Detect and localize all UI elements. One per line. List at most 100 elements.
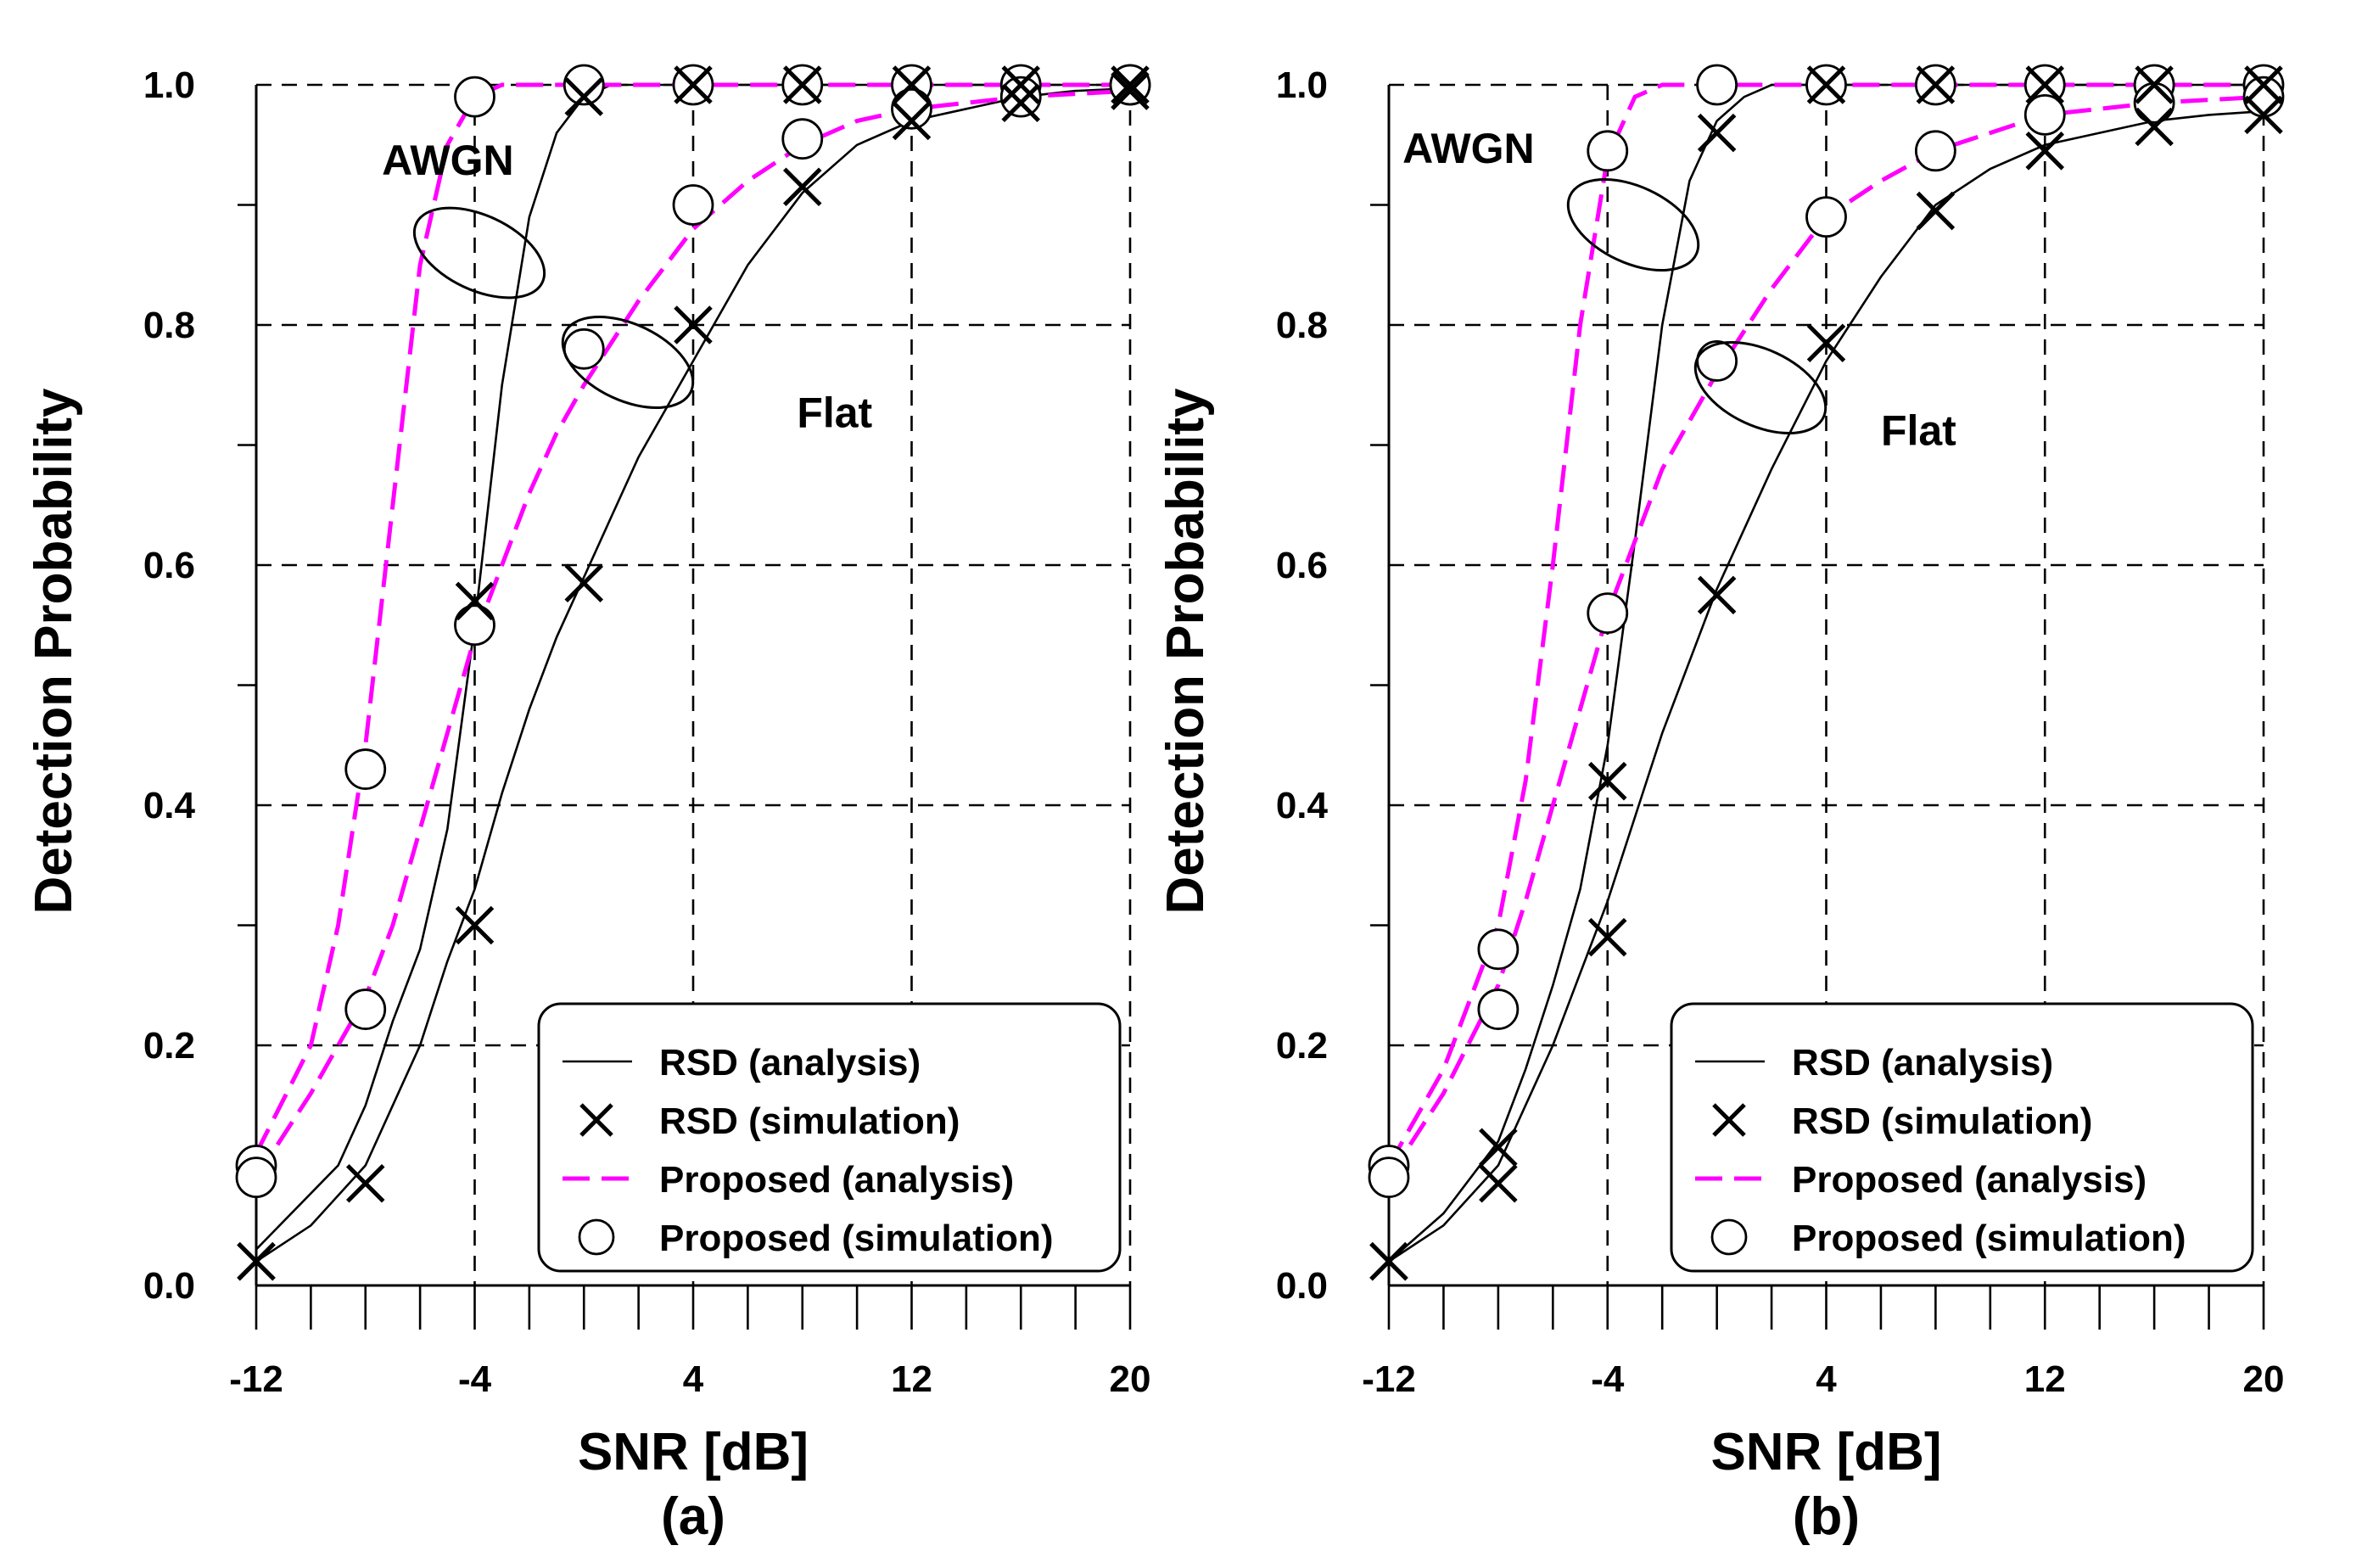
y-tick-label: 0.6 — [1276, 545, 1328, 586]
proposed-simulation-point-awgn — [344, 748, 387, 790]
legend-label: RSD (simulation) — [1792, 1100, 2092, 1142]
rsd-simulation-point-awgn — [2025, 65, 2065, 104]
y-tick-label: 0.0 — [1276, 1265, 1328, 1307]
proposed-simulation-point-flat — [891, 87, 932, 130]
rsd-simulation-point-flat — [892, 101, 932, 141]
legend-symbol-circle — [1710, 1218, 1748, 1256]
rsd-simulation-point-flat — [1001, 83, 1041, 122]
y-axis-title: Detection Probability — [25, 388, 83, 915]
y-tick-label: 1.0 — [143, 64, 195, 106]
proposed-simulation-point-flat — [1914, 130, 1956, 172]
proposed-simulation-point-flat — [1368, 1156, 1410, 1199]
proposed-simulation-point-flat — [1587, 592, 1629, 634]
y-tick-label: 0.2 — [143, 1025, 195, 1067]
y-tick-label: 0.8 — [143, 305, 195, 346]
rsd-simulation-point-flat — [455, 905, 495, 945]
rsd-simulation-point-flat — [237, 1241, 276, 1281]
rsd-simulation-point-awgn — [892, 65, 932, 104]
y-tick-label: 0.4 — [143, 785, 196, 826]
rsd-simulation-point-awgn — [564, 77, 604, 116]
x-tick-label: 4 — [1816, 1358, 1837, 1400]
legend-label: RSD (simulation) — [659, 1100, 960, 1142]
panel-label: (a) — [661, 1487, 725, 1546]
annotation-flat: Flat — [1881, 407, 1956, 455]
legend-box — [1670, 1002, 2254, 1273]
rsd-simulation-point-awgn — [1916, 65, 1956, 104]
proposed-simulation-point-flat — [1805, 196, 1847, 238]
rsd-simulation-point-awgn — [455, 581, 495, 621]
rsd-simulation-point-awgn — [1587, 761, 1627, 801]
legend-label: Proposed (simulation) — [659, 1218, 1053, 1259]
rsd-simulation-point-flat — [1479, 1163, 1518, 1203]
proposed-simulation-point-flat — [344, 988, 387, 1030]
proposed-simulation-point-awgn — [1477, 928, 1520, 971]
x-tick-label: -12 — [1362, 1358, 1416, 1400]
y-tick-label: 0.0 — [143, 1265, 195, 1307]
rsd-simulation-point-flat — [782, 167, 822, 207]
proposed-simulation-point-awgn — [1696, 64, 1738, 106]
panel-b: -12 -4 4 12 20 0.0 0.2 0.4 0.6 0.8 1.0 SNR [dB] Dete… — [1156, 64, 2284, 1546]
x-tick-label: 20 — [1110, 1358, 1151, 1400]
rsd-simulation-point-awgn — [2135, 65, 2174, 104]
rsd-simulation-point-awgn — [1111, 65, 1150, 104]
annotation-flat: Flat — [797, 389, 872, 436]
proposed-simulation-point-awgn — [454, 76, 495, 118]
rsd-simulation-point-flat — [2025, 132, 2065, 171]
y-tick-label: 0.8 — [1276, 305, 1328, 346]
rsd-simulation-point-flat — [2135, 107, 2174, 147]
proposed-analysis-line-flat — [1386, 94, 2264, 1179]
legend-box — [537, 1002, 1122, 1273]
panel-a: -12 -4 4 12 20 0.0 0.2 0.4 0.6 0.8 1.0 SNR [dB] Dete… — [25, 64, 1150, 1546]
proposed-simulation-point-flat — [781, 118, 824, 160]
rsd-simulation-point-awgn — [1806, 65, 1846, 104]
rsd-simulation-point-flat — [1806, 323, 1846, 362]
rsd-simulation-point-flat — [1587, 917, 1627, 957]
proposed-analysis-line-flat — [254, 88, 1131, 1179]
rsd-simulation-point-awgn — [1001, 65, 1041, 104]
awgn-group-ellipse — [1566, 177, 1700, 272]
rsd-simulation-point-flat — [1369, 1241, 1408, 1281]
rsd-simulation-point-awgn — [674, 65, 713, 104]
legend-symbol-cross — [579, 1103, 613, 1137]
rsd-simulation-point-flat — [1111, 71, 1150, 110]
rsd-simulation-point-flat — [345, 1163, 385, 1203]
proposed-simulation-point-flat — [1477, 988, 1520, 1030]
legend-label: RSD (analysis) — [1792, 1042, 2053, 1084]
rsd-analysis-line-flat — [255, 87, 1131, 1263]
x-tick-label: 12 — [2024, 1358, 2066, 1400]
x-axis-title: SNR [dB] — [1710, 1423, 1941, 1481]
awgn-group-ellipse — [412, 206, 546, 300]
y-axis-title: Detection Probability — [1156, 388, 1215, 915]
rsd-simulation-point-flat — [1916, 191, 1956, 231]
rsd-simulation-point-flat — [1697, 575, 1737, 615]
legend-label: Proposed (analysis) — [1792, 1159, 2147, 1201]
x-tick-label: -12 — [229, 1358, 283, 1400]
annotation-awgn: AWGN — [1402, 125, 1535, 172]
annotation-awgn: AWGN — [382, 137, 514, 184]
rsd-simulation-point-awgn — [1479, 1128, 1518, 1168]
x-tick-label: -4 — [458, 1358, 492, 1400]
rsd-simulation-point-awgn — [2244, 65, 2283, 104]
y-tick-label: 0.2 — [1276, 1025, 1328, 1067]
legend-label: Proposed (simulation) — [1792, 1218, 2186, 1259]
flat-group-ellipse — [1693, 340, 1827, 435]
proposed-simulation-point-flat — [454, 604, 495, 647]
proposed-simulation-point-flat — [2133, 81, 2175, 124]
proposed-simulation-point-flat — [1696, 340, 1738, 382]
proposed-simulation-point-flat — [235, 1156, 277, 1199]
legend-symbol-cross — [1712, 1103, 1746, 1137]
legend-symbol-circle — [578, 1218, 615, 1256]
proposed-simulation-point-flat — [672, 184, 714, 226]
flat-group-ellipse — [561, 315, 695, 410]
rsd-simulation-point-flat — [674, 305, 713, 344]
proposed-simulation-point-flat — [999, 76, 1042, 118]
rsd-analysis-line-flat — [1388, 109, 2264, 1263]
x-tick-label: 12 — [891, 1358, 932, 1400]
y-tick-label: 0.6 — [143, 545, 195, 586]
panel-label: (b) — [1793, 1487, 1860, 1546]
proposed-simulation-point-awgn — [1587, 130, 1629, 172]
rsd-simulation-point-awgn — [782, 65, 822, 104]
x-tick-label: -4 — [1591, 1358, 1625, 1400]
legend-label: RSD (analysis) — [659, 1042, 921, 1084]
